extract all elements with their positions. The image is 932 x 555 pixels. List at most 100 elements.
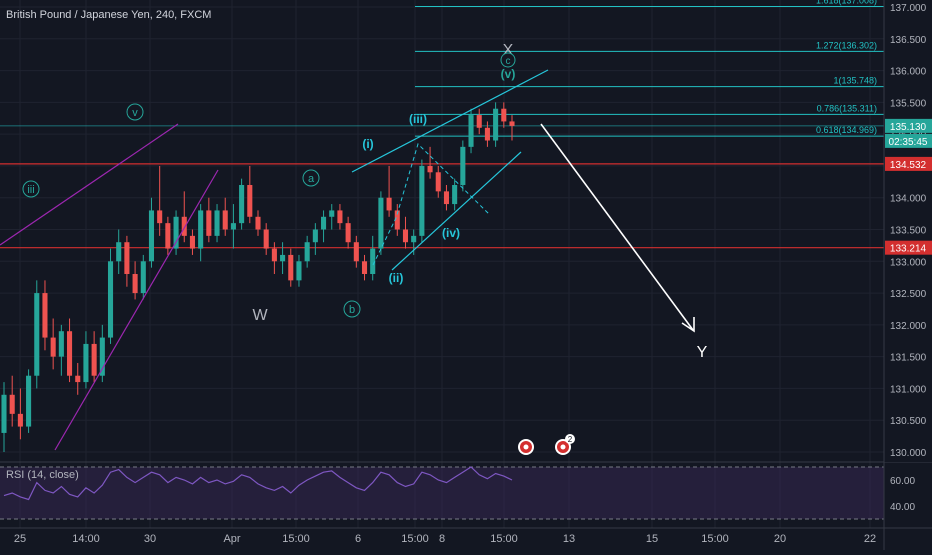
candle[interactable] (402, 216, 409, 249)
candle[interactable] (460, 140, 466, 192)
candle[interactable] (378, 191, 384, 255)
candle[interactable] (26, 369, 32, 433)
event-marker[interactable] (518, 439, 534, 455)
candle[interactable] (361, 254, 368, 281)
candle[interactable] (337, 204, 343, 230)
event-markers[interactable]: 2 (518, 434, 575, 455)
candle[interactable] (157, 165, 163, 236)
candle[interactable] (321, 210, 327, 243)
purple-channel-upper[interactable] (0, 123, 179, 246)
candle[interactable] (140, 254, 146, 300)
candle[interactable] (386, 165, 392, 217)
candle[interactable] (419, 159, 425, 243)
candle[interactable] (9, 375, 15, 427)
candles[interactable] (1, 102, 515, 452)
time-axis[interactable]: 25 14:00 30 Apr 15:00 6 15:00 8 15:00 13 15 15:00 20… (0, 527, 932, 545)
candle[interactable] (214, 204, 220, 243)
price-tick: 131.000 (890, 384, 927, 395)
wave-label-iii-small: (iii) (409, 112, 427, 126)
candle[interactable] (296, 254, 302, 287)
candle[interactable] (280, 242, 286, 274)
grid (0, 0, 884, 528)
svg-text:134.532: 134.532 (890, 160, 927, 171)
candle[interactable] (206, 197, 212, 243)
candle[interactable] (116, 229, 122, 275)
wave-label-a: a (302, 169, 320, 187)
candle[interactable] (493, 102, 499, 147)
candle[interactable] (370, 235, 376, 281)
event-marker-multi[interactable]: 2 (555, 434, 575, 455)
candle[interactable] (468, 108, 474, 154)
candle[interactable] (173, 210, 179, 255)
candle[interactable] (83, 331, 89, 389)
candle[interactable] (75, 363, 81, 395)
candle[interactable] (255, 210, 261, 236)
candle[interactable] (34, 280, 40, 389)
rsi-line (3, 466, 513, 501)
candle[interactable] (435, 165, 441, 198)
candle[interactable] (181, 191, 187, 243)
candle[interactable] (222, 197, 228, 236)
price-tick: 130.500 (890, 416, 927, 427)
candle[interactable] (247, 165, 253, 224)
svg-text:a: a (308, 173, 315, 185)
candle[interactable] (91, 331, 97, 383)
candle[interactable] (124, 235, 130, 287)
candle[interactable] (427, 146, 433, 179)
candle[interactable] (42, 280, 48, 351)
candle[interactable] (394, 204, 400, 236)
wave-label-v-small: (v) (501, 67, 516, 81)
candle[interactable] (148, 197, 155, 268)
purple-channel-lower[interactable] (54, 169, 219, 451)
candle[interactable] (230, 204, 236, 249)
candle[interactable] (67, 318, 73, 383)
chart-title: British Pound / Japanese Yen, 240, FXCM (6, 9, 211, 21)
candle[interactable] (17, 388, 23, 440)
candle[interactable] (165, 216, 171, 255)
candle[interactable] (1, 382, 7, 452)
rsi-axis: 60.00 40.00 (890, 476, 915, 513)
candle[interactable] (329, 204, 335, 230)
fib-level-label: 1(135.748) (833, 76, 877, 86)
wave-label-v: v (126, 103, 144, 121)
cyan-channel-upper[interactable] (351, 69, 549, 173)
candle[interactable] (353, 235, 359, 268)
wave-label-ii: (ii) (389, 271, 404, 285)
candle[interactable] (263, 223, 269, 255)
time-tick: 15:00 (282, 533, 310, 545)
candle[interactable] (50, 318, 56, 370)
price-tick: 137.000 (890, 3, 927, 14)
svg-text:133.214: 133.214 (890, 244, 927, 255)
time-tick: 8 (439, 533, 445, 545)
candle[interactable] (484, 121, 490, 147)
wave-label-iii: iii (22, 180, 40, 198)
level-a-tag: 134.532 (885, 156, 932, 171)
candle[interactable] (476, 108, 482, 135)
candle[interactable] (288, 248, 294, 287)
candle[interactable] (198, 204, 204, 262)
price-axis[interactable]: 137.000136.500136.000135.500135.000134.5… (883, 0, 932, 550)
candle[interactable] (312, 223, 318, 255)
candle[interactable] (509, 115, 515, 141)
candle[interactable] (271, 242, 277, 274)
candle[interactable] (239, 178, 245, 230)
candle[interactable] (58, 324, 64, 376)
candle[interactable] (107, 248, 114, 344)
time-tick: Apr (223, 533, 240, 545)
candle[interactable] (304, 235, 310, 268)
candle[interactable] (189, 229, 195, 255)
cyan-channel-lower[interactable] (391, 151, 522, 271)
rsi-label: RSI (14, close) (6, 469, 79, 481)
projection-arrow[interactable] (540, 123, 694, 331)
candle[interactable] (345, 216, 351, 249)
candle[interactable] (443, 185, 449, 211)
wave-label-Y: Y (697, 344, 708, 361)
candle[interactable] (452, 178, 458, 211)
candle[interactable] (132, 261, 138, 300)
candle[interactable] (501, 102, 507, 128)
candle[interactable] (99, 324, 105, 383)
wave-label-W: W (252, 307, 268, 324)
time-tick: 15:00 (701, 533, 729, 545)
rsi-pane[interactable]: RSI (14, close) (0, 461, 932, 520)
